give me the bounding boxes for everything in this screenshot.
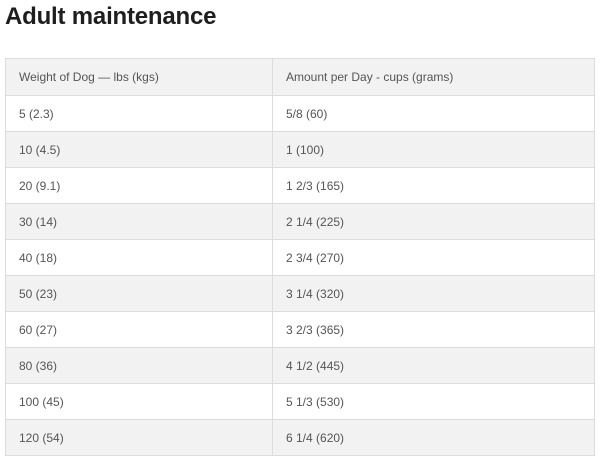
amount-cell: 5/8 (60) xyxy=(272,95,595,132)
amount-cell: 3 1/4 (320) xyxy=(272,275,595,312)
weight-cell: 30 (14) xyxy=(5,203,273,240)
table-header-row: Weight of Dog — lbs (kgs) Amount per Day… xyxy=(5,58,595,96)
weight-cell: 40 (18) xyxy=(5,239,273,276)
weight-cell: 80 (36) xyxy=(5,347,273,384)
weight-cell: 5 (2.3) xyxy=(5,95,273,132)
table-row: 30 (14) 2 1/4 (225) xyxy=(5,203,595,240)
header-amount: Amount per Day - cups (grams) xyxy=(272,58,595,96)
weight-cell: 120 (54) xyxy=(5,419,273,456)
weight-cell: 10 (4.5) xyxy=(5,131,273,168)
table-row: 100 (45) 5 1/3 (530) xyxy=(5,383,595,420)
table-row: 40 (18) 2 3/4 (270) xyxy=(5,239,595,276)
table-row: 10 (4.5) 1 (100) xyxy=(5,131,595,168)
table-row: 80 (36) 4 1/2 (445) xyxy=(5,347,595,384)
amount-cell: 1 2/3 (165) xyxy=(272,167,595,204)
table-row: 60 (27) 3 2/3 (365) xyxy=(5,311,595,348)
weight-cell: 100 (45) xyxy=(5,383,273,420)
amount-cell: 4 1/2 (445) xyxy=(272,347,595,384)
amount-cell: 2 1/4 (225) xyxy=(272,203,595,240)
amount-cell: 6 1/4 (620) xyxy=(272,419,595,456)
amount-cell: 3 2/3 (365) xyxy=(272,311,595,348)
feeding-table: Weight of Dog — lbs (kgs) Amount per Day… xyxy=(5,58,595,456)
table-row: 5 (2.3) 5/8 (60) xyxy=(5,95,595,132)
amount-cell: 5 1/3 (530) xyxy=(272,383,595,420)
table-row: 50 (23) 3 1/4 (320) xyxy=(5,275,595,312)
weight-cell: 20 (9.1) xyxy=(5,167,273,204)
amount-cell: 1 (100) xyxy=(272,131,595,168)
page-title: Adult maintenance xyxy=(5,3,217,30)
table-row: 120 (54) 6 1/4 (620) xyxy=(5,419,595,456)
weight-cell: 60 (27) xyxy=(5,311,273,348)
amount-cell: 2 3/4 (270) xyxy=(272,239,595,276)
header-weight: Weight of Dog — lbs (kgs) xyxy=(5,58,273,96)
table-row: 20 (9.1) 1 2/3 (165) xyxy=(5,167,595,204)
weight-cell: 50 (23) xyxy=(5,275,273,312)
